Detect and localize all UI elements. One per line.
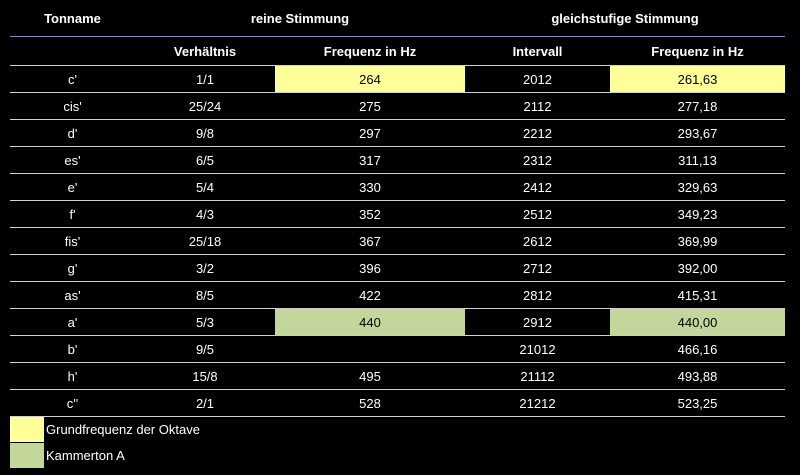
header-tonname: Tonname [44,10,101,26]
cell-frequenz-reine [275,336,465,362]
cell-verhaeltnis: 2/1 [195,395,215,411]
cell-frequenz-reine: 330 [359,179,381,195]
cell-frequenz-gleich: 440,00 [610,309,785,335]
header-row-2: Verhältnis Frequenz in Hz Intervall Freq… [10,36,785,65]
legend-label: Kammerton A [46,448,125,463]
table-row: h' 15/8 495 21112 493,88 [10,362,785,389]
cell-tonname: as' [64,287,81,303]
legend-swatch-yellow [10,417,44,442]
cell-tonname: a' [67,314,78,330]
cell-tonname: es' [64,152,81,168]
cell-frequenz-gleich: 293,67 [677,125,718,141]
header-frequenz-gleich: Frequenz in Hz [651,43,744,59]
table-body: c' 1/1 264 2012 261,63 cis' 25/24 275 2112 277,18… [10,65,785,417]
cell-frequenz-reine: 495 [359,368,381,384]
table-row: d' 9/8 297 2212 293,67 [10,119,785,146]
cell-intervall: 2912 [523,314,552,330]
table-row: cis' 25/24 275 2112 277,18 [10,92,785,119]
table-row: fis' 25/18 367 2612 369,99 [10,227,785,254]
cell-frequenz-reine: 352 [359,206,381,222]
cell-verhaeltnis: 25/18 [188,233,222,249]
cell-tonname: d' [67,125,78,141]
cell-frequenz-gleich: 415,31 [677,287,718,303]
cell-intervall: 2012 [523,71,552,87]
cell-tonname: c' [68,71,77,87]
table-row: c'' 2/1 528 21212 523,25 [10,389,785,417]
cell-verhaeltnis: 4/3 [195,206,215,222]
header-verhaeltnis: Verhältnis [173,43,237,59]
cell-intervall: 21212 [519,395,556,411]
cell-frequenz-gleich: 466,16 [677,341,718,357]
cell-verhaeltnis: 5/4 [195,179,215,195]
legend-swatch-green [10,443,44,468]
cell-frequenz-reine: 297 [359,125,381,141]
table-row: c' 1/1 264 2012 261,63 [10,65,785,92]
cell-frequenz-gleich: 349,23 [677,206,718,222]
cell-frequenz-gleich: 311,13 [678,152,717,168]
cell-verhaeltnis: 6/5 [195,152,215,168]
cell-tonname: b' [67,341,78,357]
cell-frequenz-reine: 396 [359,260,381,276]
cell-frequenz-reine: 528 [359,395,381,411]
cell-intervall: 2812 [523,287,552,303]
header-reine-stimmung: reine Stimmung [250,10,350,26]
cell-intervall: 21112 [520,368,555,384]
cell-frequenz-gleich: 493,88 [677,368,718,384]
cell-intervall: 21012 [519,341,556,357]
cell-intervall: 2412 [523,179,552,195]
cell-frequenz-gleich: 261,63 [610,66,785,92]
tuning-table: Tonname reine Stimmung gleichstufige Sti… [10,0,785,417]
table-row: e' 5/4 330 2412 329,63 [10,173,785,200]
legend: Grundfrequenz der Oktave Kammerton A [10,417,200,469]
cell-frequenz-gleich: 329,63 [677,179,718,195]
cell-verhaeltnis: 9/8 [195,125,215,141]
cell-frequenz-gleich: 277,18 [677,98,718,114]
cell-intervall: 2112 [523,98,552,114]
legend-item-kammerton: Kammerton A [10,443,200,468]
cell-frequenz-reine: 264 [275,66,465,92]
header-frequenz-reine: Frequenz in Hz [323,43,417,59]
cell-verhaeltnis: 9/5 [195,341,215,357]
cell-frequenz-reine: 317 [359,152,381,168]
cell-frequenz-reine: 422 [359,287,381,303]
table-row: b' 9/5 21012 466,16 [10,335,785,362]
table-row: a' 5/3 440 2912 440,00 [10,308,785,335]
cell-frequenz-reine: 367 [359,233,381,249]
header-empty [10,37,135,65]
cell-tonname: e' [67,179,78,195]
cell-tonname: cis' [63,98,82,114]
cell-intervall: 2512 [523,206,552,222]
cell-frequenz-gleich: 392,00 [677,260,718,276]
cell-tonname: c'' [66,395,79,411]
table-row: g' 3/2 396 2712 392,00 [10,254,785,281]
cell-intervall: 2212 [523,125,552,141]
header-intervall: Intervall [512,43,563,59]
cell-frequenz-reine: 275 [359,98,381,114]
legend-label: Grundfrequenz der Oktave [46,422,200,437]
cell-frequenz-reine: 440 [275,309,465,335]
table-row: f' 4/3 352 2512 349,23 [10,200,785,227]
cell-verhaeltnis: 8/5 [195,287,215,303]
cell-tonname: fis' [64,233,81,249]
cell-verhaeltnis: 1/1 [195,71,215,87]
cell-verhaeltnis: 5/3 [195,314,215,330]
table-row: es' 6/5 317 2312 311,13 [10,146,785,173]
legend-item-grundfrequenz: Grundfrequenz der Oktave [10,417,200,442]
table-row: as' 8/5 422 2812 415,31 [10,281,785,308]
cell-intervall: 2612 [523,233,552,249]
cell-intervall: 2712 [523,260,552,276]
cell-tonname: f' [69,206,76,222]
cell-verhaeltnis: 25/24 [188,98,222,114]
cell-frequenz-gleich: 523,25 [677,395,718,411]
cell-tonname: g' [67,260,78,276]
cell-tonname: h' [67,368,78,384]
cell-verhaeltnis: 15/8 [192,368,218,384]
header-row-1: Tonname reine Stimmung gleichstufige Sti… [10,0,785,36]
cell-intervall: 2312 [523,152,552,168]
cell-frequenz-gleich: 369,99 [677,233,718,249]
cell-verhaeltnis: 3/2 [195,260,215,276]
header-gleichstufige-stimmung: gleichstufige Stimmung [551,10,699,26]
